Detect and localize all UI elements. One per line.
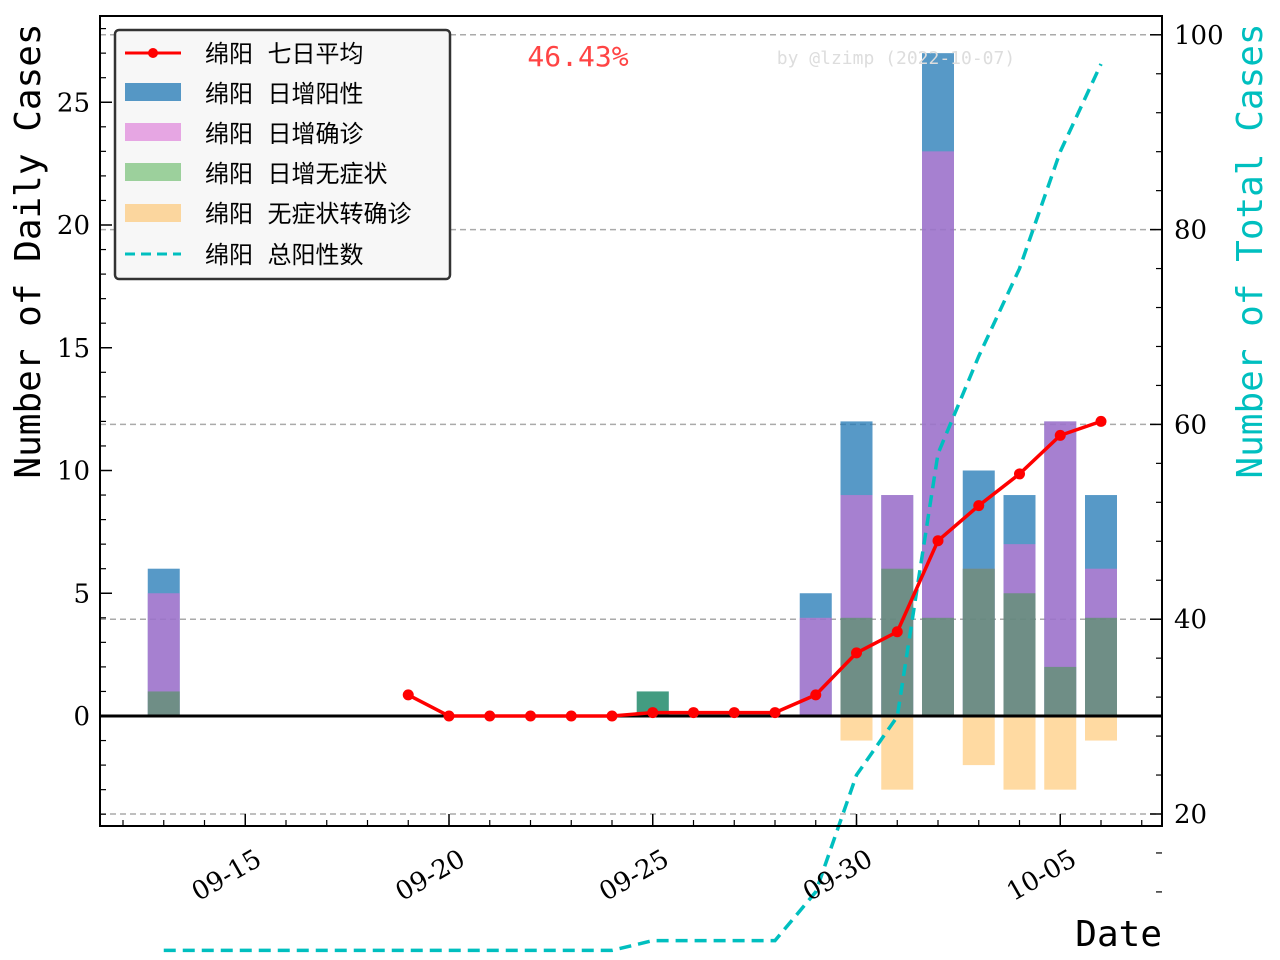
y-axis-title: Number of Daily Cases xyxy=(8,23,49,478)
avg-point xyxy=(484,710,496,722)
avg-point xyxy=(1054,429,1066,441)
svg-text:绵阳 日增阳性: 绵阳 日增阳性 xyxy=(205,80,363,108)
bar-confirmed xyxy=(1085,568,1117,716)
bar-asymptomatic xyxy=(840,617,873,716)
y-right-tick-label: 100 xyxy=(1174,21,1224,51)
y-tick-label: 20 xyxy=(57,211,90,241)
legend-item-confirmed: 绵阳 日增确诊 xyxy=(125,120,363,148)
avg-point xyxy=(402,689,414,701)
avg-point xyxy=(891,626,903,638)
bar-asymptomatic xyxy=(922,617,954,716)
bar-asymptomatic xyxy=(1044,666,1077,716)
bar-converted xyxy=(840,716,873,741)
svg-text:绵阳 日增确诊: 绵阳 日增确诊 xyxy=(205,120,363,148)
svg-text:绵阳 无症状转确诊: 绵阳 无症状转确诊 xyxy=(205,200,411,228)
avg-point xyxy=(973,500,985,512)
x-axis-title: Date xyxy=(1075,914,1162,955)
legend-item-total: 绵阳 总阳性数 xyxy=(125,241,363,269)
avg-point xyxy=(443,710,455,722)
avg-point xyxy=(932,535,944,547)
annotation-percent: 46.43% xyxy=(527,40,628,73)
y-right-tick-label: 20 xyxy=(1174,800,1207,830)
bars xyxy=(147,53,1117,790)
bar-asymptomatic xyxy=(881,568,914,716)
avg-point xyxy=(1095,415,1107,427)
bar-asymptomatic xyxy=(962,568,995,716)
bar-converted xyxy=(1085,716,1117,741)
bar-asymptomatic xyxy=(147,691,180,716)
bar-converted xyxy=(881,716,914,790)
legend: 绵阳 七日平均 绵阳 日增阳性 绵阳 日增确诊 绵阳 日增无症状 绵阳 无症状转… xyxy=(113,28,452,281)
bar-asymptomatic xyxy=(1003,593,1036,716)
legend-frame xyxy=(113,28,452,281)
y-tick-label: 25 xyxy=(57,88,90,118)
svg-text:绵阳 七日平均: 绵阳 七日平均 xyxy=(205,40,363,68)
line-avg xyxy=(407,419,1102,718)
y-tick-label: 0 xyxy=(73,702,90,732)
avg-point xyxy=(525,710,536,722)
bar-confirmed xyxy=(962,568,995,716)
avg-point xyxy=(688,707,699,719)
bar-asymptomatic xyxy=(1085,617,1117,716)
bar-converted xyxy=(962,716,995,766)
legend-item-converted: 绵阳 无症状转确诊 xyxy=(125,200,411,228)
y-tick-label: 15 xyxy=(57,334,90,364)
svg-text:绵阳 总阳性数: 绵阳 总阳性数 xyxy=(205,241,363,269)
y-tick-label: 5 xyxy=(73,579,90,609)
avg-point xyxy=(565,710,577,722)
line-total xyxy=(163,63,1103,953)
bar-converted xyxy=(1044,716,1077,790)
legend-item-positive: 绵阳 日增阳性 xyxy=(125,80,363,108)
svg-text:绵阳 日增无症状: 绵阳 日增无症状 xyxy=(205,160,387,188)
bar-confirmed xyxy=(147,593,180,716)
avg-point xyxy=(647,707,659,719)
legend-item-avg: 绵阳 七日平均 xyxy=(125,40,363,68)
avg-point xyxy=(1014,468,1025,480)
bar-confirmed xyxy=(840,495,873,716)
lines xyxy=(100,63,1162,953)
y-right-tick-label: 80 xyxy=(1174,216,1207,246)
bar-confirmed xyxy=(922,151,954,717)
y-right-tick-label: 60 xyxy=(1174,410,1207,440)
bar-confirmed xyxy=(1044,421,1077,716)
y-axis-right-title: Number of Total Cases xyxy=(1230,23,1271,478)
avg-point xyxy=(606,710,618,722)
avg-point xyxy=(728,707,740,719)
avg-point xyxy=(851,647,862,659)
avg-point xyxy=(810,689,822,701)
bar-confirmed xyxy=(1003,544,1036,716)
y-tick-label: 10 xyxy=(57,457,90,487)
avg-point xyxy=(769,707,781,719)
legend-item-asymptomatic: 绵阳 日增无症状 xyxy=(125,160,387,188)
bar-converted xyxy=(1003,716,1036,790)
y-right-tick-label: 40 xyxy=(1174,605,1207,635)
watermark: by @lzimp (2022-10-07) xyxy=(777,48,1015,69)
